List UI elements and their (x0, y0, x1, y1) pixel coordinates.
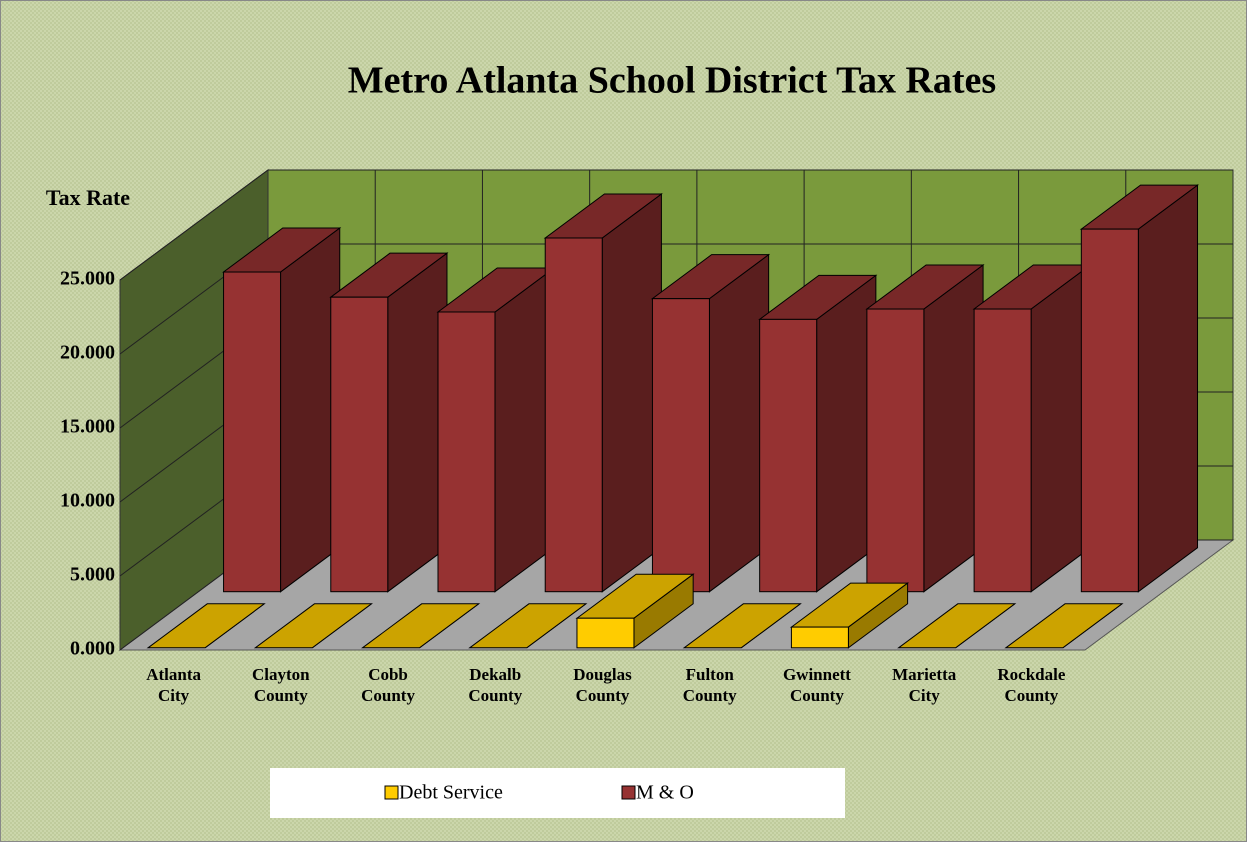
bar-top (682, 603, 802, 649)
bar-front (223, 271, 282, 593)
x-tick-label: Clayton County (252, 665, 310, 705)
bar (972, 264, 1092, 593)
legend-swatch (384, 785, 399, 800)
legend-box (270, 768, 845, 818)
x-tick-label: Atlanta City (146, 665, 201, 705)
bar (1004, 603, 1124, 649)
bar (682, 603, 802, 649)
bar-top (468, 603, 588, 649)
bar (758, 274, 878, 593)
legend-label: M & O (636, 782, 694, 804)
x-tick-label: Dekalb County (468, 665, 522, 705)
bar (436, 266, 556, 593)
bar-top (1004, 603, 1124, 649)
y-tick-label: 10.000 (60, 490, 115, 512)
plot: 0.000 5.000 10.000 15.000 20.000 25.000 Atlant… (60, 169, 1235, 705)
y-tick-label: 25.000 (60, 268, 115, 290)
bar (329, 252, 449, 593)
bar-front (576, 617, 635, 649)
bar (253, 603, 374, 649)
bar-top (146, 603, 266, 649)
bar (1079, 184, 1200, 593)
y-axis-label: Tax Rate (46, 185, 130, 210)
x-tick-label: Cobb County (361, 665, 415, 705)
bar-top (897, 603, 1017, 649)
legend: Debt Service M & O (384, 782, 694, 804)
x-tick-label: Gwinnett County (783, 665, 851, 705)
bar (789, 582, 910, 649)
x-tick-label: Marietta City (892, 665, 957, 705)
y-tick-label: 20.000 (60, 342, 115, 364)
bar (543, 192, 663, 593)
chart-title: Metro Atlanta School District Tax Rates (348, 60, 996, 102)
y-tick-label: 15.000 (60, 416, 115, 438)
x-tick-label: Fulton County (683, 665, 737, 705)
y-tick-label: 0.000 (70, 638, 115, 660)
legend-swatch (621, 785, 636, 800)
legend-label: Debt Service (399, 782, 503, 804)
bar (897, 603, 1017, 649)
bar-front (790, 626, 849, 649)
bar (865, 264, 985, 593)
bar-top (253, 603, 374, 649)
bar-front (544, 237, 603, 593)
bar (361, 603, 481, 649)
bar-front (1080, 228, 1139, 593)
bar-top (361, 603, 481, 649)
y-tick-label: 5.000 (70, 564, 115, 586)
grid-line (119, 169, 1233, 281)
bar-front (973, 308, 1032, 593)
bar-front (330, 296, 389, 593)
bar (468, 603, 588, 649)
bar-side (1137, 184, 1199, 593)
bar (222, 227, 342, 593)
bar-front (437, 311, 496, 593)
bar-front (759, 318, 818, 593)
bar-front (651, 298, 710, 593)
bar (650, 253, 771, 593)
bar-front (866, 308, 925, 593)
x-tick-label: Rockdale County (997, 665, 1065, 705)
bar (575, 573, 695, 649)
bar (146, 603, 266, 649)
x-tick-label: Douglas County (573, 665, 632, 705)
